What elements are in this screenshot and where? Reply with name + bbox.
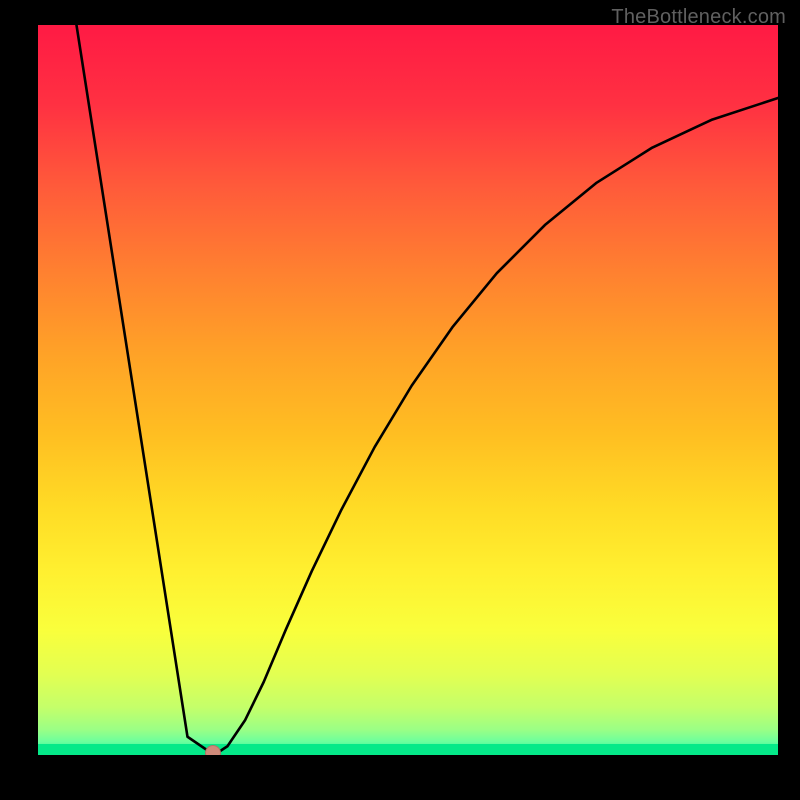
bottleneck-curve	[38, 25, 778, 755]
plot-area	[38, 25, 778, 755]
curve-path	[76, 25, 778, 755]
watermark-text: TheBottleneck.com	[611, 6, 786, 29]
optimum-marker-dot	[205, 745, 221, 755]
